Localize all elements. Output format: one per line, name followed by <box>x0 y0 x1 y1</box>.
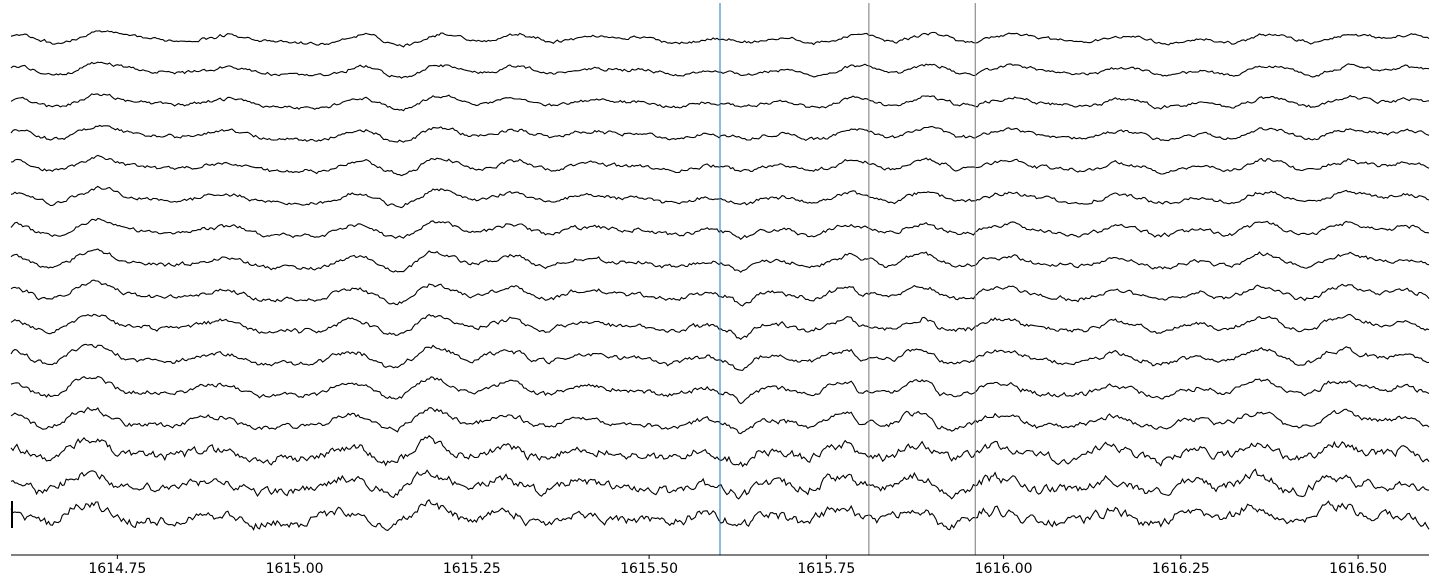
x-tick-label: 1616.00 <box>975 561 1033 576</box>
x-tick-label: 1615.75 <box>797 561 855 576</box>
x-axis-ticks: 1614.75 1615.00 1615.25 1615.50 1615.75 1616.… <box>88 555 1387 576</box>
x-tick-label: 1614.75 <box>88 561 146 576</box>
x-tick-label: 1616.50 <box>1329 561 1387 576</box>
x-tick-label: 1616.25 <box>1152 561 1210 576</box>
x-tick-label: 1615.00 <box>266 561 324 576</box>
event-markers-group <box>719 3 976 555</box>
x-tick-label: 1615.25 <box>443 561 501 576</box>
x-tick-label: 1615.50 <box>620 561 678 576</box>
